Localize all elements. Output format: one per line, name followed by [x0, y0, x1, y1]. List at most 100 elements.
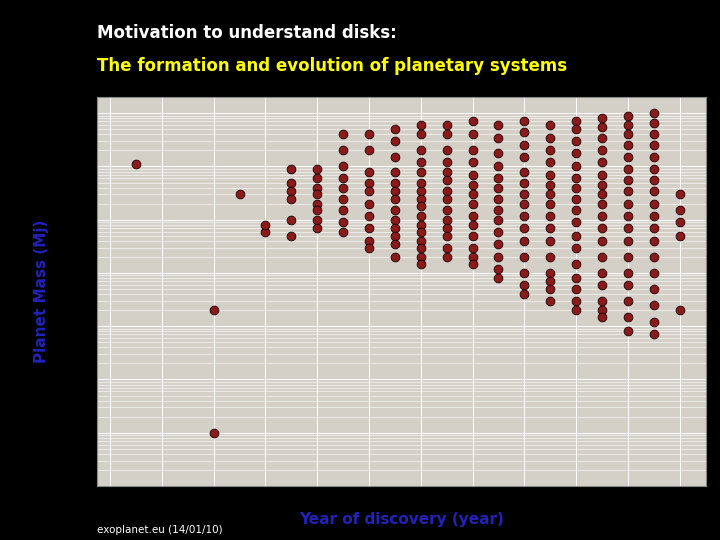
Point: [570, 137, 582, 145]
Point: [441, 243, 452, 252]
Point: [441, 176, 452, 185]
Point: [467, 117, 478, 126]
Point: [492, 253, 504, 261]
Point: [364, 178, 375, 187]
Point: [415, 243, 426, 252]
Point: [622, 313, 634, 321]
Point: [648, 237, 660, 245]
Point: [648, 176, 660, 185]
Point: [518, 141, 530, 150]
Point: [441, 130, 452, 139]
Point: [234, 190, 246, 199]
Point: [338, 194, 349, 203]
Point: [596, 181, 608, 190]
Point: [467, 171, 478, 179]
Point: [467, 232, 478, 240]
Point: [364, 167, 375, 176]
Point: [286, 232, 297, 240]
Point: [390, 206, 401, 215]
Point: [467, 211, 478, 220]
Point: [544, 296, 556, 305]
Point: [390, 253, 401, 261]
Point: [674, 206, 685, 215]
Point: [415, 237, 426, 245]
Title: "Year of discovery"  vs "Planet Mass" (424): "Year of discovery" vs "Planet Mass" (42…: [224, 79, 579, 94]
Point: [648, 130, 660, 139]
Point: [570, 184, 582, 192]
Point: [467, 220, 478, 229]
Point: [260, 227, 271, 236]
Point: [622, 327, 634, 336]
Point: [441, 121, 452, 130]
Point: [415, 259, 426, 268]
Point: [544, 146, 556, 155]
Point: [622, 121, 634, 130]
Point: [492, 265, 504, 273]
Point: [492, 194, 504, 203]
Point: [570, 285, 582, 293]
Point: [286, 194, 297, 203]
Point: [622, 211, 634, 220]
Point: [338, 227, 349, 236]
Point: [390, 232, 401, 240]
Point: [570, 232, 582, 240]
Point: [596, 237, 608, 245]
Point: [364, 186, 375, 195]
Point: [364, 224, 375, 232]
Point: [648, 253, 660, 261]
Point: [570, 148, 582, 157]
Point: [467, 243, 478, 252]
Point: [338, 146, 349, 155]
Point: [596, 114, 608, 123]
Point: [390, 240, 401, 248]
Point: [441, 146, 452, 155]
Point: [544, 199, 556, 208]
Point: [441, 232, 452, 240]
Point: [596, 190, 608, 199]
Point: [364, 211, 375, 220]
Point: [544, 224, 556, 232]
Point: [492, 148, 504, 157]
Point: [415, 146, 426, 155]
Point: [390, 167, 401, 176]
Point: [338, 162, 349, 171]
Point: [596, 133, 608, 142]
Point: [518, 269, 530, 278]
Point: [622, 237, 634, 245]
Point: [364, 146, 375, 155]
Point: [570, 194, 582, 203]
Point: [570, 125, 582, 133]
Point: [208, 428, 220, 437]
Point: [570, 174, 582, 183]
Point: [467, 146, 478, 155]
Point: [312, 190, 323, 199]
Point: [467, 130, 478, 139]
Point: [492, 206, 504, 215]
Point: [441, 206, 452, 215]
Text: Motivation to understand disks:: Motivation to understand disks:: [97, 24, 397, 42]
Point: [622, 186, 634, 195]
Point: [570, 206, 582, 215]
Point: [390, 186, 401, 195]
Point: [390, 178, 401, 187]
Point: [648, 153, 660, 161]
Point: [312, 174, 323, 183]
Point: [441, 158, 452, 166]
Point: [415, 186, 426, 195]
Point: [312, 206, 323, 215]
Point: [518, 253, 530, 261]
Point: [492, 162, 504, 171]
X-axis label: Year of discovery (year): Year of discovery (year): [299, 512, 504, 527]
Point: [518, 211, 530, 220]
Point: [492, 227, 504, 236]
Point: [674, 218, 685, 226]
Point: [518, 127, 530, 136]
Point: [622, 130, 634, 139]
Point: [544, 158, 556, 166]
Point: [518, 237, 530, 245]
Point: [648, 165, 660, 173]
Point: [570, 218, 582, 226]
Point: [648, 109, 660, 118]
Point: [596, 280, 608, 289]
Point: [622, 269, 634, 278]
